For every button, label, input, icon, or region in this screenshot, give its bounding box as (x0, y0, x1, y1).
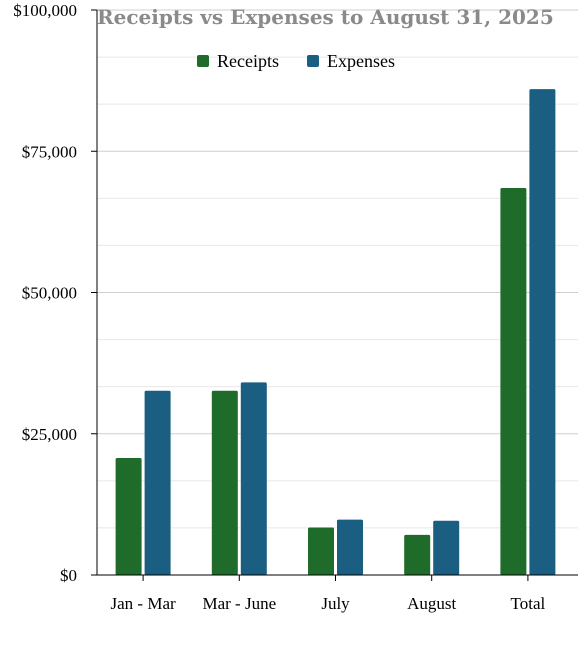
legend-swatch-expenses (307, 55, 319, 67)
x-tick-label: Total (511, 594, 546, 613)
y-tick-label: $25,000 (22, 425, 77, 444)
bar-expenses (529, 89, 556, 575)
bar-expenses (337, 519, 363, 575)
x-tick-label: Jan - Mar (111, 594, 176, 613)
x-tick-label: Mar - June (202, 594, 276, 613)
bars (115, 89, 556, 575)
y-tick-label: $75,000 (22, 142, 77, 161)
legend-label-receipts: Receipts (217, 51, 279, 71)
bar-expenses (240, 382, 267, 575)
legend-swatch-receipts (197, 55, 209, 67)
chart-title: Receipts vs Expenses to August 31, 2025 (97, 5, 554, 29)
y-axis-ticks: $0 $25,000 $50,000 $75,000 $100,000 (13, 1, 97, 585)
y-tick-label: $0 (60, 566, 77, 585)
bar-expenses (433, 520, 460, 575)
x-axis-ticks: Jan - Mar Mar - June July August Total (111, 575, 546, 613)
bar-receipts (500, 187, 527, 575)
gridlines (97, 9, 578, 529)
bar-expenses (144, 390, 171, 575)
x-tick-label: July (321, 594, 350, 613)
y-tick-label: $50,000 (22, 284, 77, 303)
legend-label-expenses: Expenses (327, 51, 395, 71)
bar-receipts (115, 458, 142, 575)
y-tick-label: $100,000 (13, 1, 77, 20)
legend: Receipts Expenses (197, 51, 395, 71)
x-tick-label: August (407, 594, 456, 613)
bar-receipts (404, 534, 431, 575)
bar-receipts (308, 527, 334, 575)
bar-receipts (211, 390, 238, 575)
